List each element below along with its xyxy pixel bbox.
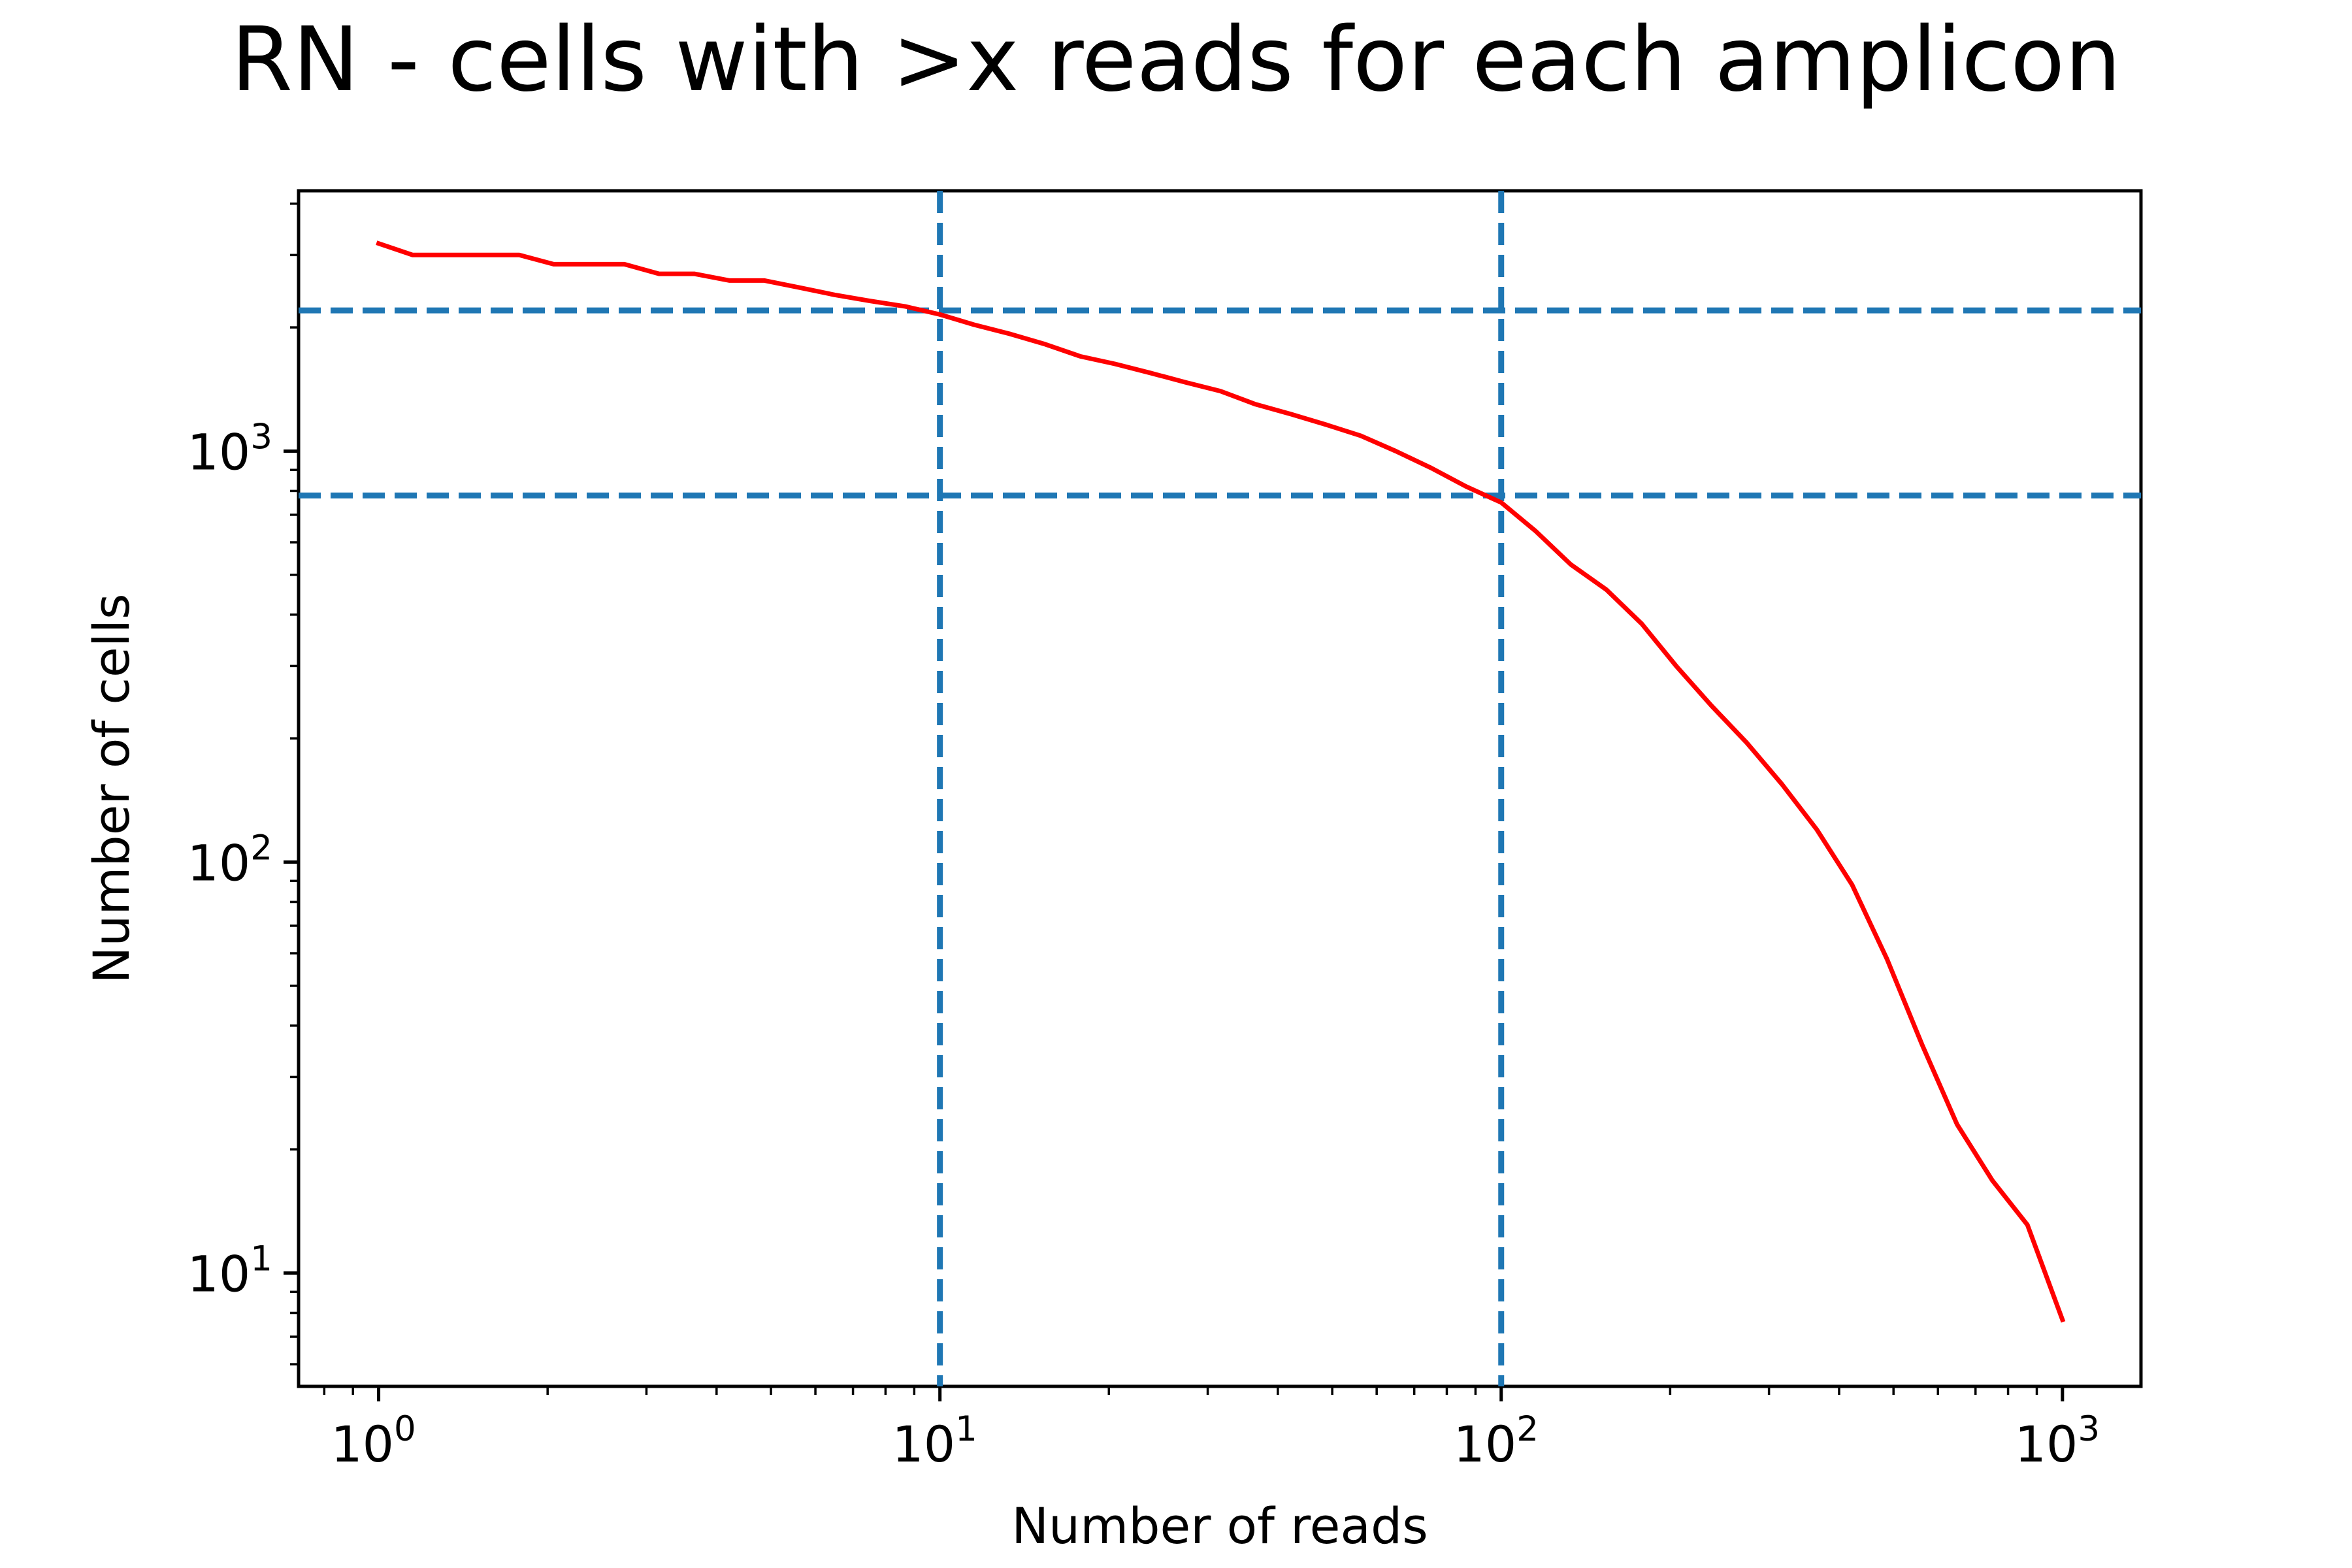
y-tick-label: 103 <box>188 417 272 481</box>
plot-frame <box>297 189 2143 1388</box>
y-axis-label: Number of cells <box>82 593 140 983</box>
x-tick-label: 100 <box>331 1409 416 1473</box>
reference-lines <box>299 191 2141 1386</box>
x-tick-label: 101 <box>892 1409 977 1473</box>
y-tick-label: 101 <box>188 1239 272 1303</box>
x-tick-label: 102 <box>1454 1409 1539 1473</box>
x-axis-ticks: 100 101 102 103 <box>323 1386 2100 1473</box>
plot-area <box>297 189 2143 1388</box>
y-axis-ticks: 101 102 103 <box>188 203 299 1365</box>
series-line-1 <box>376 240 2066 1323</box>
x-tick-label: 103 <box>2015 1409 2100 1473</box>
y-tick-label: 102 <box>188 828 272 892</box>
series-layer <box>376 240 2066 1323</box>
x-axis-label: Number of reads <box>1011 1497 1428 1555</box>
chart-title: RN - cells with >x reads for each amplic… <box>231 8 2121 112</box>
